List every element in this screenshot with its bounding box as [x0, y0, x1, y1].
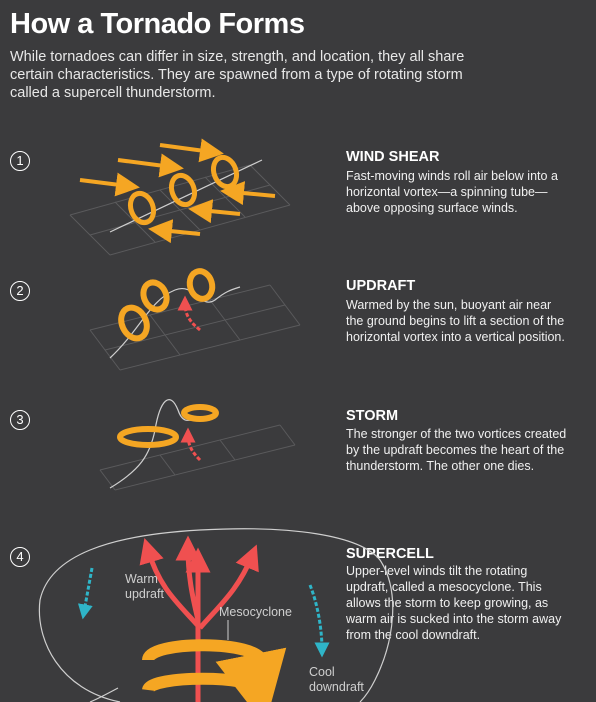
warm-updraft-label-line2: updraft	[125, 587, 164, 601]
step-4-mesocyclone	[142, 639, 286, 702]
step-2-number: 2	[10, 281, 30, 301]
step-2-updraft-arrow	[177, 295, 201, 332]
step-3-text: The stronger of the two vortices created…	[346, 427, 567, 473]
step-2-title: UPDRAFT	[346, 278, 416, 294]
step-3-title: STORM	[346, 408, 399, 424]
step-3-updraft-arrow	[180, 427, 202, 462]
mesocyclone-label: Mesocyclone	[219, 605, 292, 619]
step-1-horizontal-vortex	[127, 154, 240, 226]
cool-downdraft-label-line1: Cool	[309, 665, 335, 679]
cool-downdraft-label-line2: downdraft	[309, 680, 364, 694]
intro-text: While tornadoes can differ in size, stre…	[10, 49, 465, 101]
step-1-text: Fast-moving winds roll air below into a …	[346, 169, 558, 215]
step-4-number: 4	[10, 547, 30, 567]
step-2-text: Warmed by the sun, buoyant air near the …	[346, 298, 565, 344]
step-1-surface-wind-arrows	[148, 181, 276, 244]
step-2-vortex	[118, 268, 216, 342]
step-4-warm-updraft-arrows	[139, 535, 259, 702]
step-1-upper-wind-arrows	[79, 138, 224, 197]
page-title: How a Tornado Forms	[10, 8, 305, 40]
step-4-storm-outline	[38, 528, 394, 702]
step-4-downdraft-right	[308, 584, 330, 658]
step-1-number: 1	[10, 151, 30, 171]
step-3-number: 3	[10, 410, 30, 430]
step-4-text: Upper-level winds tilt the rotating updr…	[346, 564, 562, 642]
step-4-downdraft-left	[77, 567, 94, 620]
warm-updraft-label-line1: Warm	[125, 572, 158, 586]
step-3-vortex	[117, 404, 219, 448]
step-1-title: WIND SHEAR	[346, 149, 440, 165]
step-1-ground-grid	[69, 164, 291, 256]
step-3-vortex-axis	[109, 399, 201, 489]
step-4-inner-outline	[89, 687, 119, 702]
